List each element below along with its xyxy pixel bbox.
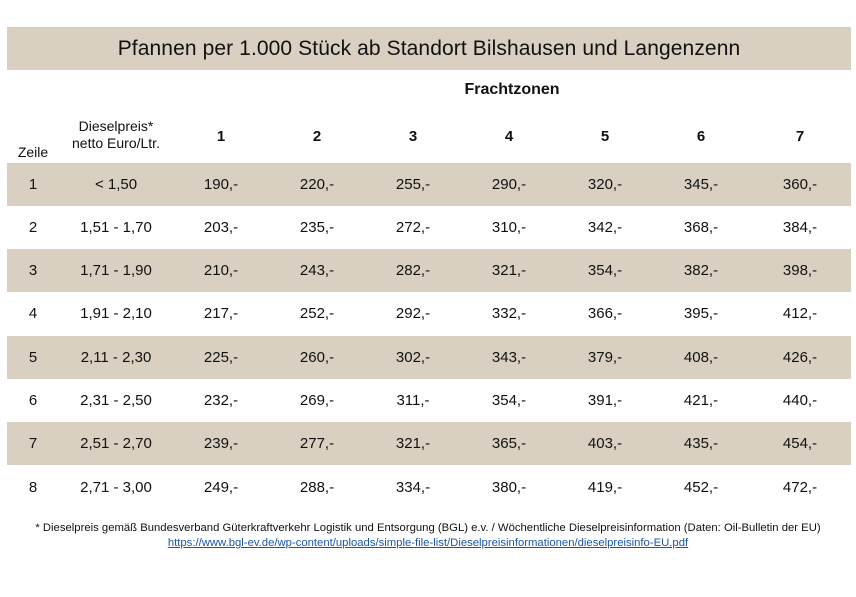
cell-zeile: 2 (28, 219, 38, 236)
cell-zone-2: 269,- (299, 392, 335, 409)
cell-zone-6: 368,- (683, 219, 719, 236)
header-zone-5: 5 (600, 128, 610, 145)
cell-zone-7: 426,- (782, 349, 818, 366)
cell-zone-6: 452,- (683, 479, 719, 496)
cell-zone-5: 391,- (587, 392, 623, 409)
cell-zone-3: 321,- (395, 435, 431, 452)
cell-diesel: 1,91 - 2,10 (80, 305, 152, 322)
cell-zone-6: 395,- (683, 305, 719, 322)
cell-zone-4: 290,- (491, 176, 527, 193)
title-bar: Pfannen per 1.000 Stück ab Standort Bils… (7, 27, 851, 70)
cell-zone-3: 272,- (395, 219, 431, 236)
cell-zone-1: 239,- (203, 435, 239, 452)
cell-diesel: 2,31 - 2,50 (80, 392, 152, 409)
cell-zone-2: 220,- (299, 176, 335, 193)
cell-zone-6: 408,- (683, 349, 719, 366)
cell-zeile: 3 (28, 262, 38, 279)
page-title: Pfannen per 1.000 Stück ab Standort Bils… (117, 36, 741, 60)
header-zone-7: 7 (795, 128, 805, 145)
table-row: 3 1,71 - 1,90 210,- 243,- 282,- 321,- 35… (7, 249, 851, 292)
cell-zone-4: 332,- (491, 305, 527, 322)
cell-zone-3: 282,- (395, 262, 431, 279)
cell-zone-2: 260,- (299, 349, 335, 366)
header-dieselpreis: Dieselpreis* netto Euro/Ltr. (59, 118, 173, 152)
cell-zone-1: 249,- (203, 479, 239, 496)
cell-zone-1: 210,- (203, 262, 239, 279)
table-row: 1 < 1,50 190,- 220,- 255,- 290,- 320,- 3… (7, 163, 851, 206)
cell-zone-7: 440,- (782, 392, 818, 409)
cell-diesel: 1,51 - 1,70 (80, 219, 152, 236)
cell-zone-4: 321,- (491, 262, 527, 279)
cell-diesel: 2,11 - 2,30 (80, 349, 152, 366)
header-diesel-line2: netto Euro/Ltr. (72, 135, 160, 151)
cell-zone-7: 454,- (782, 435, 818, 452)
cell-zone-7: 412,- (782, 305, 818, 322)
cell-diesel: 1,71 - 1,90 (80, 262, 152, 279)
header-zone-3: 3 (408, 128, 418, 145)
cell-zone-7: 384,- (782, 219, 818, 236)
cell-zone-5: 320,- (587, 176, 623, 193)
cell-zone-6: 382,- (683, 262, 719, 279)
cell-zone-3: 334,- (395, 479, 431, 496)
cell-zone-3: 292,- (395, 305, 431, 322)
header-diesel-line1: Dieselpreis* (78, 118, 154, 134)
cell-zone-4: 354,- (491, 392, 527, 409)
cell-zeile: 7 (28, 435, 38, 452)
cell-zone-5: 342,- (587, 219, 623, 236)
cell-zone-3: 311,- (396, 392, 430, 409)
cell-zone-7: 472,- (782, 479, 818, 496)
cell-zone-5: 403,- (587, 435, 623, 452)
footnote: * Dieselpreis gemäß Bundesverband Güterk… (35, 522, 821, 534)
header-zeile: Zeile (17, 144, 49, 160)
cell-diesel: 2,71 - 3,00 (80, 479, 152, 496)
cell-zeile: 8 (28, 479, 38, 496)
header-zone-4: 4 (504, 128, 514, 145)
table-header: Zeile Dieselpreis* netto Euro/Ltr. 1 2 3… (7, 112, 851, 162)
cell-zeile: 6 (28, 392, 38, 409)
cell-zone-2: 235,- (299, 219, 335, 236)
cell-zone-1: 190,- (203, 176, 239, 193)
cell-zone-7: 360,- (782, 176, 818, 193)
cell-zone-5: 354,- (587, 262, 623, 279)
cell-zone-4: 343,- (491, 349, 527, 366)
table-row: 2 1,51 - 1,70 203,- 235,- 272,- 310,- 34… (7, 206, 851, 249)
cell-zone-3: 302,- (395, 349, 431, 366)
cell-zone-7: 398,- (782, 262, 818, 279)
table-row: 6 2,31 - 2,50 232,- 269,- 311,- 354,- 39… (7, 379, 851, 422)
cell-diesel: 2,51 - 2,70 (80, 435, 152, 452)
cell-zone-6: 435,- (683, 435, 719, 452)
cell-zone-6: 345,- (683, 176, 719, 193)
cell-zone-5: 379,- (587, 349, 623, 366)
source-link[interactable]: https://www.bgl-ev.de/wp-content/uploads… (167, 537, 689, 549)
cell-zone-5: 419,- (587, 479, 623, 496)
cell-zone-1: 232,- (203, 392, 239, 409)
cell-zone-1: 225,- (203, 349, 239, 366)
cell-zone-5: 366,- (587, 305, 623, 322)
cell-zone-4: 310,- (491, 219, 527, 236)
cell-zone-2: 252,- (299, 305, 335, 322)
cell-zone-2: 288,- (299, 479, 335, 496)
cell-zeile: 1 (28, 176, 38, 193)
table-row: 7 2,51 - 2,70 239,- 277,- 321,- 365,- 40… (7, 422, 851, 465)
cell-zeile: 4 (28, 305, 38, 322)
zones-heading: Frachtzonen (464, 81, 560, 98)
table-row: 5 2,11 - 2,30 225,- 260,- 302,- 343,- 37… (7, 336, 851, 379)
header-zone-1: 1 (216, 128, 226, 145)
cell-zone-1: 203,- (203, 219, 239, 236)
header-zone-2: 2 (312, 128, 322, 145)
cell-zone-1: 217,- (203, 305, 239, 322)
cell-zone-6: 421,- (683, 392, 719, 409)
table-row: 4 1,91 - 2,10 217,- 252,- 292,- 332,- 36… (7, 292, 851, 335)
cell-zone-4: 365,- (491, 435, 527, 452)
table-row: 8 2,71 - 3,00 249,- 288,- 334,- 380,- 41… (7, 466, 851, 509)
cell-diesel: < 1,50 (94, 176, 138, 193)
cell-zone-3: 255,- (395, 176, 431, 193)
cell-zone-4: 380,- (491, 479, 527, 496)
cell-zone-2: 243,- (299, 262, 335, 279)
cell-zeile: 5 (28, 349, 38, 366)
header-zone-6: 6 (696, 128, 706, 145)
cell-zone-2: 277,- (299, 435, 335, 452)
